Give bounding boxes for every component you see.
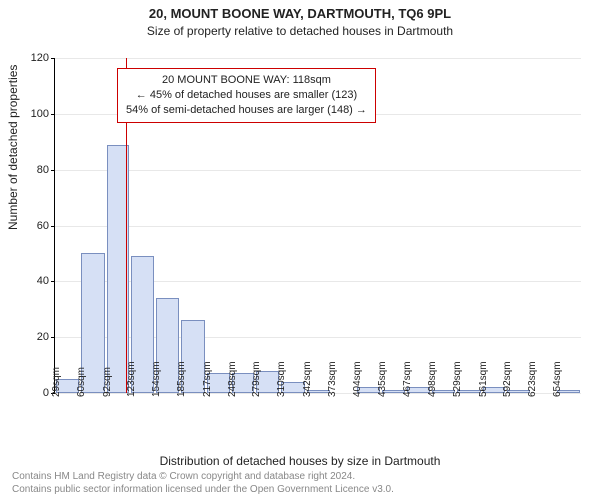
x-tick-label: 435sqm — [377, 361, 388, 397]
x-tick-label: 185sqm — [176, 361, 187, 397]
annotation-line: 20 MOUNT BOONE WAY: 118sqm — [126, 73, 367, 88]
plot-area: 02040608010012029sqm60sqm92sqm123sqm154s… — [54, 58, 581, 394]
x-axis-label: Distribution of detached houses by size … — [0, 454, 600, 468]
y-tick-label: 0 — [43, 387, 49, 399]
y-tick-mark — [51, 58, 55, 59]
x-tick-label: 623sqm — [527, 361, 538, 397]
chart-stage: { "title": "20, MOUNT BOONE WAY, DARTMOU… — [0, 0, 600, 500]
chart-subtitle: Size of property relative to detached ho… — [0, 24, 600, 38]
gridline — [55, 170, 581, 171]
y-tick-mark — [51, 337, 55, 338]
gridline — [55, 226, 581, 227]
gridline — [55, 58, 581, 59]
x-tick-label: 154sqm — [151, 361, 162, 397]
y-tick-mark — [51, 114, 55, 115]
y-tick-label: 100 — [31, 108, 49, 120]
annotation-line: 54% of semi-detached houses are larger (… — [126, 103, 367, 118]
y-tick-label: 60 — [37, 220, 49, 232]
x-tick-label: 529sqm — [452, 361, 463, 397]
caption-line: Contains public sector information licen… — [12, 483, 588, 496]
source-caption: Contains HM Land Registry data © Crown c… — [12, 470, 588, 496]
y-tick-mark — [51, 170, 55, 171]
x-tick-label: 561sqm — [478, 361, 489, 397]
x-tick-label: 373sqm — [327, 361, 338, 397]
x-tick-label: 498sqm — [427, 361, 438, 397]
x-tick-label: 123sqm — [126, 361, 137, 397]
y-tick-label: 120 — [31, 52, 49, 64]
caption-line: Contains HM Land Registry data © Crown c… — [12, 470, 588, 483]
y-axis-label: Number of detached properties — [6, 65, 20, 230]
y-tick-label: 20 — [37, 331, 49, 343]
chart-title: 20, MOUNT BOONE WAY, DARTMOUTH, TQ6 9PL — [0, 6, 600, 21]
y-tick-mark — [51, 281, 55, 282]
x-tick-label: 217sqm — [202, 361, 213, 397]
annotation-line: ← 45% of detached houses are smaller (12… — [126, 88, 367, 103]
x-tick-label: 467sqm — [402, 361, 413, 397]
x-tick-label: 654sqm — [552, 361, 563, 397]
x-tick-label: 342sqm — [302, 361, 313, 397]
x-tick-label: 310sqm — [276, 361, 287, 397]
x-tick-label: 60sqm — [76, 367, 87, 397]
y-tick-label: 40 — [37, 275, 49, 287]
x-tick-label: 592sqm — [502, 361, 513, 397]
x-tick-label: 279sqm — [251, 361, 262, 397]
x-tick-label: 92sqm — [102, 367, 113, 397]
x-tick-label: 29sqm — [51, 367, 62, 397]
x-tick-label: 248sqm — [227, 361, 238, 397]
y-tick-label: 80 — [37, 164, 49, 176]
y-tick-mark — [51, 226, 55, 227]
x-tick-label: 404sqm — [352, 361, 363, 397]
annotation-box: 20 MOUNT BOONE WAY: 118sqm← 45% of detac… — [117, 68, 376, 123]
